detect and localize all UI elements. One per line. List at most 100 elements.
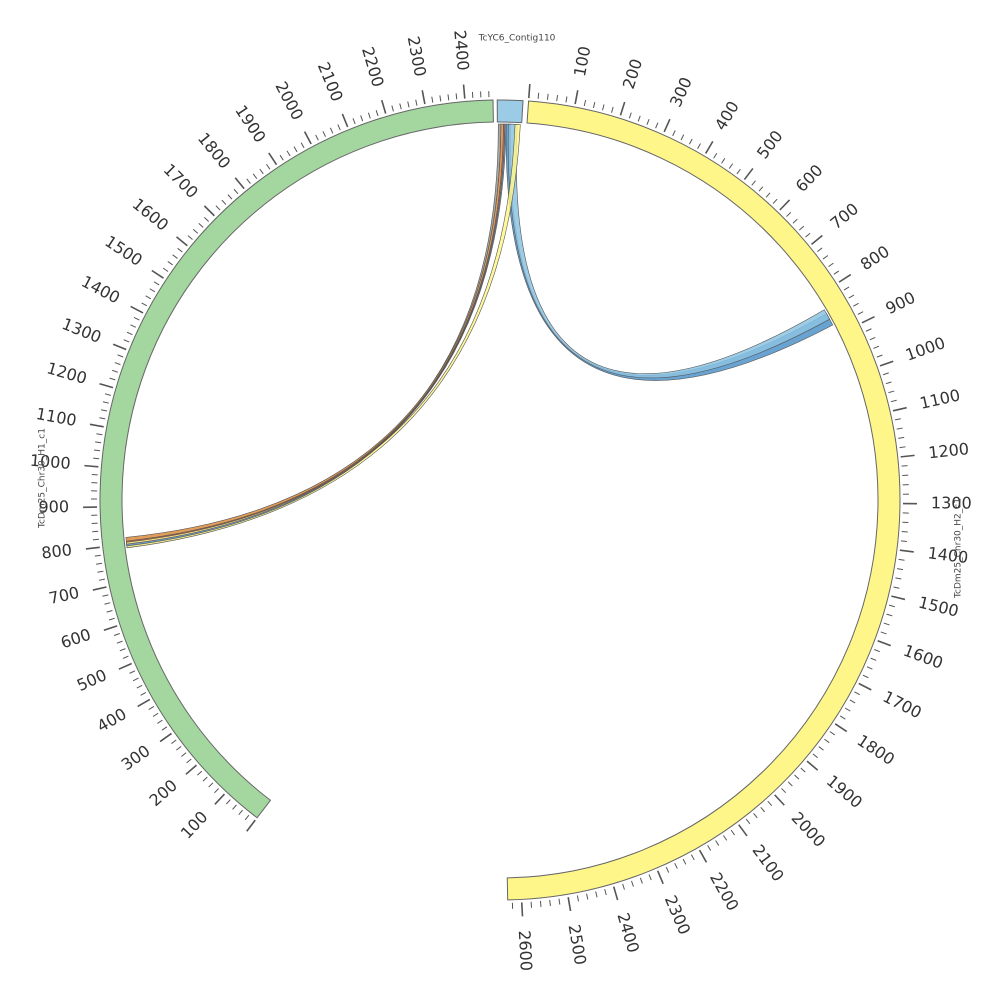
tick-mark — [259, 168, 264, 175]
tick-mark — [829, 731, 836, 736]
tick-mark — [583, 99, 587, 107]
tick-mark — [112, 343, 127, 351]
tick-mark — [899, 549, 914, 553]
tick-label: 500 — [74, 665, 110, 695]
tick-mark — [858, 682, 872, 691]
tick-mark — [102, 594, 109, 597]
tick-label: 1000 — [29, 451, 71, 473]
tick-mark — [97, 570, 104, 573]
tick-mark — [108, 617, 115, 621]
tick-mark — [637, 115, 641, 122]
tick-mark — [92, 538, 99, 541]
tick-mark — [197, 770, 203, 776]
tick-mark — [233, 188, 239, 195]
tick-mark — [329, 127, 334, 134]
tick-label: 1500 — [101, 232, 145, 270]
tick-mark — [879, 360, 894, 367]
tick-mark — [102, 401, 109, 404]
segment-label-h1: TcDm25_Chr30_H1_c1 — [38, 428, 48, 529]
tick-mark — [537, 92, 540, 99]
tick-mark — [123, 339, 130, 343]
tick-mark — [114, 362, 121, 366]
tick-mark — [103, 625, 118, 632]
tick-mark — [244, 814, 250, 821]
tick-mark — [839, 715, 846, 720]
tick-mark — [646, 118, 650, 125]
tick-mark — [176, 746, 182, 751]
chord-links — [125, 123, 834, 549]
tick-mark — [266, 163, 271, 170]
tick-mark — [865, 328, 872, 332]
tick-mark — [157, 719, 163, 724]
segment-label-contig: TcYC6_Contig110 — [478, 34, 556, 44]
tick-mark — [185, 764, 197, 775]
tick-label: 800 — [857, 242, 893, 274]
tick-mark — [704, 140, 714, 154]
tick-mark — [132, 677, 139, 682]
tick-mark — [202, 776, 208, 782]
tick-mark — [447, 94, 450, 101]
tick-mark — [870, 657, 877, 661]
tick-mark — [849, 699, 856, 704]
tick-mark — [567, 897, 572, 912]
ideogram-contig — [496, 99, 524, 124]
tick-mark — [360, 115, 364, 122]
tick-mark — [130, 324, 137, 328]
tick-label: 2400 — [450, 29, 472, 71]
tick-mark — [751, 180, 756, 186]
tick-mark — [736, 168, 741, 175]
tick-mark — [94, 554, 101, 557]
tick-mark — [252, 173, 258, 179]
tick-label: 1800 — [194, 129, 235, 173]
tick-mark — [111, 369, 118, 373]
tick-mark — [592, 102, 596, 109]
tick-mark — [151, 269, 164, 279]
tick-mark — [539, 900, 542, 907]
tick-mark — [758, 186, 764, 192]
tick-mark — [177, 247, 183, 253]
tick-label: 700 — [827, 199, 863, 233]
tick-mark — [208, 782, 214, 788]
tick-label: 600 — [792, 161, 827, 196]
tick-mark — [806, 760, 819, 771]
tick-mark — [812, 753, 818, 759]
tick-mark — [674, 862, 678, 869]
tick-label: 1200 — [45, 358, 89, 388]
tick-label: 1300 — [59, 314, 104, 347]
tick-mark — [337, 124, 341, 131]
tick-mark — [204, 217, 210, 222]
tick-label: 1100 — [918, 385, 962, 413]
tick-mark — [161, 726, 168, 731]
tick-mark — [822, 255, 829, 260]
tick-mark — [203, 205, 215, 217]
tick-mark — [715, 840, 720, 846]
tick-label: 1900 — [231, 102, 269, 146]
tick-mark — [898, 558, 905, 561]
tick-mark — [899, 446, 906, 449]
tick-mark — [556, 94, 559, 102]
tick-mark — [891, 595, 906, 601]
tick-mark — [391, 105, 394, 112]
tick-mark — [894, 418, 901, 421]
tick-mark — [743, 167, 754, 181]
tick-label: 400 — [711, 98, 743, 134]
tick-mark — [98, 578, 105, 581]
tick-mark — [713, 152, 718, 159]
tick-mark — [84, 464, 99, 468]
tick-label: 200 — [145, 776, 181, 810]
tick-mark — [171, 739, 177, 744]
tick-mark — [104, 602, 111, 605]
chord-link — [126, 123, 507, 547]
tick-label: 1600 — [901, 641, 946, 673]
tick-mark — [462, 84, 466, 99]
tick-mark — [421, 90, 426, 105]
tick-mark — [117, 354, 124, 358]
tick-mark — [399, 103, 402, 110]
tick-mark — [558, 898, 561, 905]
ideogram-h2 — [506, 100, 901, 901]
tick-mark — [818, 746, 824, 751]
tick-mark — [198, 222, 204, 228]
tick-mark — [900, 540, 907, 542]
tick-label: 1200 — [927, 439, 970, 462]
